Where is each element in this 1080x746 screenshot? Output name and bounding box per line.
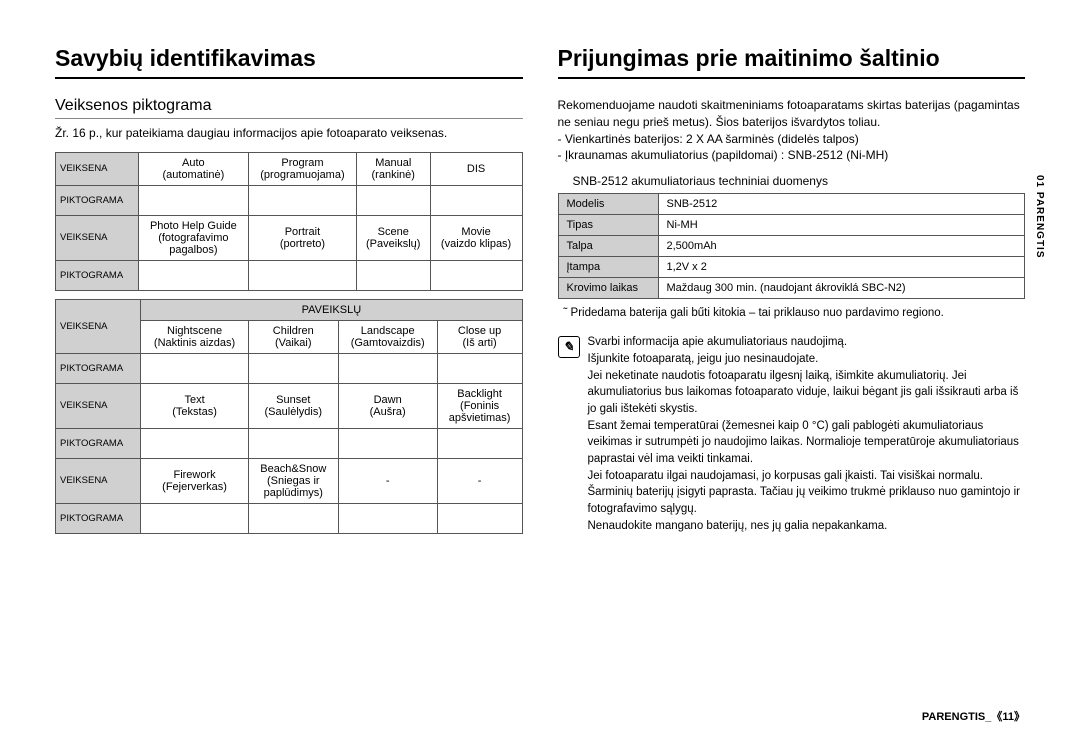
- left-column: Savybių identifikavimas Veiksenos piktog…: [55, 45, 523, 542]
- page-footer: PARENGTIS_《11》: [922, 708, 1025, 724]
- region-note: ˜ Pridedama baterija gali bűti kitokia –…: [558, 307, 1026, 319]
- note-body: Svarbi informacija apie akumuliatoriaus …: [588, 334, 1026, 534]
- side-tab: 01 PARENGTIS: [1034, 175, 1045, 259]
- mode-table-1: VEIKSENAAuto(automatinė)Program(programu…: [55, 152, 523, 291]
- footer-label: PARENGTIS_: [922, 711, 991, 723]
- spec-title: SNB-2512 akumuliatoriaus techniniai duom…: [558, 174, 1026, 188]
- right-intro: Rekomenduojame naudoti skaitmeniniams fo…: [558, 97, 1026, 164]
- left-intro: Žr. 16 p., kur pateikiama daugiau inform…: [55, 125, 523, 142]
- mode-table-2: VEIKSENAPAVEIKSLŲNightscene(Naktinis aiz…: [55, 299, 523, 534]
- info-note: ✎ Svarbi informacija apie akumuliatoriau…: [558, 334, 1026, 534]
- right-title: Prijungimas prie maitinimo šaltinio: [558, 45, 1026, 79]
- spec-table: ModelisSNB-2512TipasNi-MHTalpa2,500mAhĮt…: [558, 193, 1026, 299]
- footer-page: 《11》: [991, 711, 1025, 723]
- right-column: Prijungimas prie maitinimo šaltinio Reko…: [558, 45, 1026, 542]
- left-title: Savybių identifikavimas: [55, 45, 523, 79]
- note-icon: ✎: [558, 336, 580, 358]
- left-subtitle: Veiksenos piktograma: [55, 97, 523, 119]
